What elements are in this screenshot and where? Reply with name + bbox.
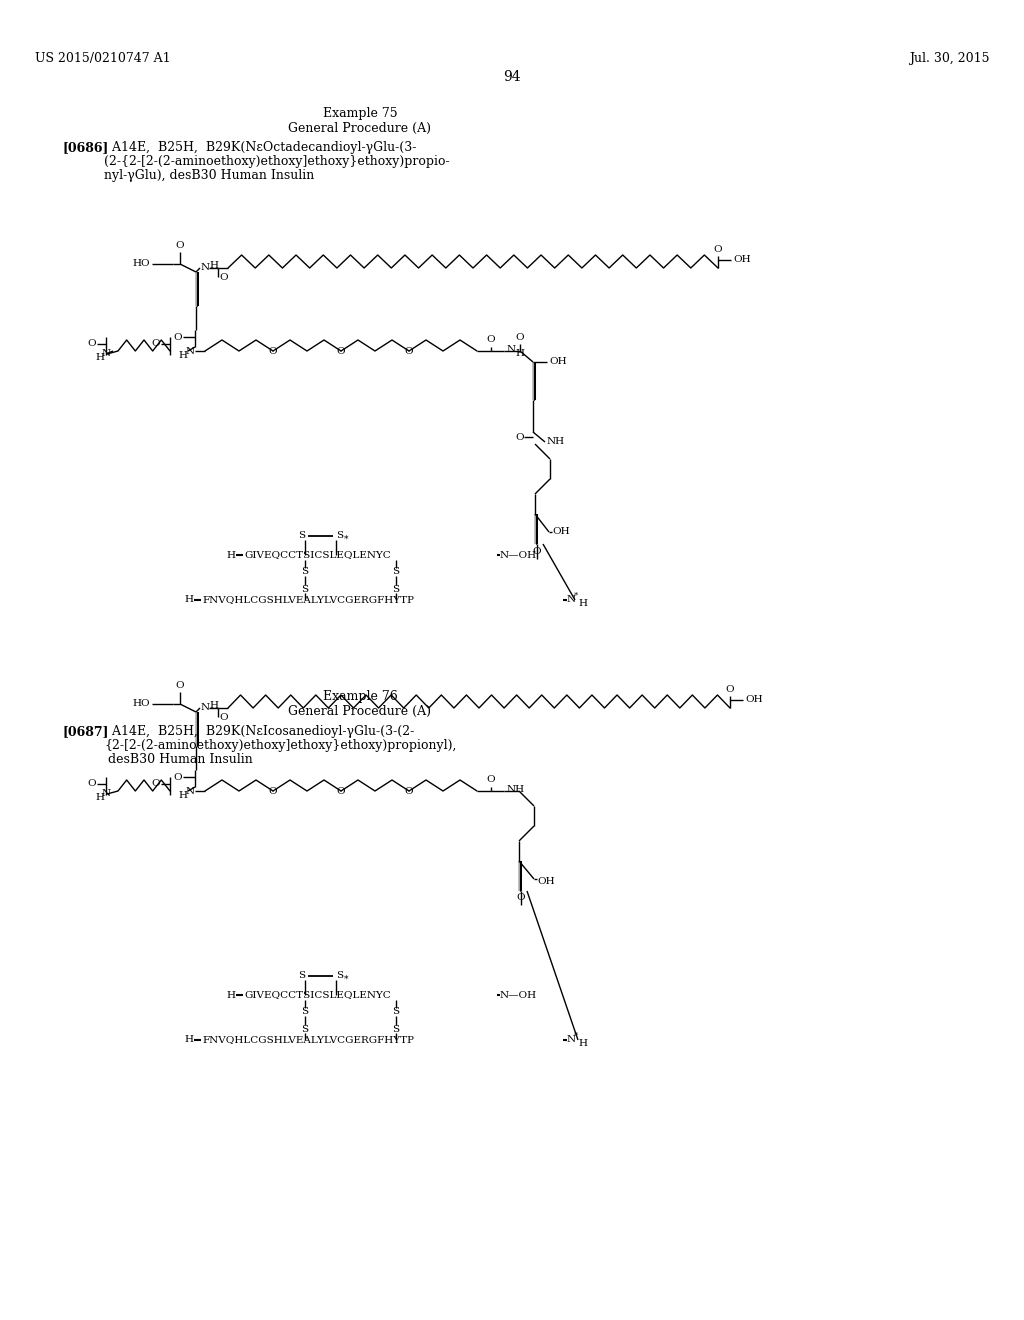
Text: S: S: [392, 585, 399, 594]
Text: O: O: [173, 772, 182, 781]
Text: O: O: [486, 776, 496, 784]
Text: OH: OH: [733, 256, 751, 264]
Text: H: H: [578, 1039, 587, 1048]
Text: O: O: [726, 685, 734, 693]
Text: S: S: [336, 532, 343, 540]
Text: N: N: [101, 350, 111, 359]
Text: HO: HO: [132, 260, 150, 268]
Text: NH: NH: [547, 437, 565, 446]
Text: OH: OH: [549, 356, 566, 366]
Text: FNVQHLCGSHLVEALYLVCGERGFHYTP: FNVQHLCGSHLVEALYLVCGERGFHYTP: [202, 595, 414, 605]
Text: N—OH: N—OH: [500, 550, 538, 560]
Text: S: S: [301, 1007, 308, 1016]
Text: O: O: [87, 339, 96, 348]
Text: O: O: [152, 780, 160, 788]
Text: O: O: [404, 787, 414, 796]
Text: General Procedure (A): General Procedure (A): [289, 121, 431, 135]
Text: *: *: [574, 591, 579, 601]
Text: O: O: [337, 787, 345, 796]
Text: N: N: [185, 346, 195, 355]
Text: Example 76: Example 76: [323, 690, 397, 704]
Text: O: O: [173, 333, 182, 342]
Text: S: S: [301, 568, 308, 577]
Text: (2-{2-[2-(2-aminoethoxy)ethoxy]ethoxy}ethoxy)propio-: (2-{2-[2-(2-aminoethoxy)ethoxy]ethoxy}et…: [104, 154, 450, 168]
Text: *: *: [344, 974, 348, 983]
Text: O: O: [516, 334, 524, 342]
Text: [0686]: [0686]: [63, 141, 110, 154]
Text: N: N: [567, 1035, 577, 1044]
Text: S: S: [301, 1024, 308, 1034]
Text: S: S: [336, 972, 343, 981]
Text: N: N: [567, 595, 577, 605]
Text: FNVQHLCGSHLVEALYLVCGERGFHYTP: FNVQHLCGSHLVEALYLVCGERGFHYTP: [202, 1035, 414, 1044]
Text: H: H: [226, 990, 234, 999]
Text: O: O: [87, 780, 96, 788]
Text: *: *: [344, 535, 348, 544]
Text: H: H: [178, 791, 187, 800]
Text: S: S: [392, 568, 399, 577]
Text: US 2015/0210747 A1: US 2015/0210747 A1: [35, 51, 171, 65]
Text: N: N: [201, 704, 210, 713]
Text: S: S: [392, 1024, 399, 1034]
Text: nyl-γGlu), desB30 Human Insulin: nyl-γGlu), desB30 Human Insulin: [104, 169, 314, 182]
Text: H: H: [178, 351, 187, 359]
Text: O: O: [337, 346, 345, 355]
Text: O: O: [268, 787, 278, 796]
Text: A14E,  B25H,  B29K(NεIcosanedioyl-γGlu-(3-(2-: A14E, B25H, B29K(NεIcosanedioyl-γGlu-(3-…: [104, 725, 415, 738]
Text: N—OH: N—OH: [500, 990, 538, 999]
Text: {2-[2-(2-aminoethoxy)ethoxy]ethoxy}ethoxy)propionyl),: {2-[2-(2-aminoethoxy)ethoxy]ethoxy}ethox…: [104, 739, 457, 752]
Text: HO: HO: [132, 700, 150, 709]
Text: *: *: [574, 1032, 579, 1040]
Text: O: O: [176, 681, 184, 690]
Text: O: O: [220, 713, 228, 722]
Text: H: H: [95, 354, 104, 363]
Text: O: O: [714, 244, 722, 253]
Text: O: O: [268, 346, 278, 355]
Text: O: O: [486, 335, 496, 345]
Text: N: N: [507, 346, 516, 355]
Text: H: H: [184, 1035, 193, 1044]
Text: O: O: [176, 242, 184, 251]
Text: O: O: [515, 433, 524, 441]
Text: [0687]: [0687]: [63, 725, 110, 738]
Text: OH: OH: [745, 696, 763, 705]
Text: A14E,  B25H,  B29K(NεOctadecandioyl-γGlu-(3-: A14E, B25H, B29K(NεOctadecandioyl-γGlu-(…: [104, 141, 417, 154]
Text: NH: NH: [507, 785, 525, 795]
Text: H: H: [226, 550, 234, 560]
Text: O: O: [517, 894, 525, 903]
Text: GIVEQCCTSICSLEQLENYC: GIVEQCCTSICSLEQLENYC: [244, 990, 391, 999]
Text: S: S: [298, 532, 305, 540]
Text: H: H: [95, 793, 104, 803]
Text: OH: OH: [537, 876, 555, 886]
Text: N: N: [185, 787, 195, 796]
Text: H: H: [515, 350, 524, 359]
Text: O: O: [404, 346, 414, 355]
Text: N: N: [101, 789, 111, 799]
Text: S: S: [301, 585, 308, 594]
Text: 94: 94: [503, 70, 521, 84]
Text: H: H: [184, 595, 193, 605]
Text: O: O: [220, 272, 228, 281]
Text: desB30 Human Insulin: desB30 Human Insulin: [104, 752, 253, 766]
Text: O: O: [532, 548, 542, 557]
Text: H: H: [209, 261, 218, 271]
Text: H: H: [578, 598, 587, 607]
Text: H: H: [209, 701, 218, 710]
Text: GIVEQCCTSICSLEQLENYC: GIVEQCCTSICSLEQLENYC: [244, 550, 391, 560]
Text: N: N: [201, 264, 210, 272]
Text: O: O: [152, 339, 160, 348]
Text: OH: OH: [552, 528, 569, 536]
Text: S: S: [298, 972, 305, 981]
Text: Example 75: Example 75: [323, 107, 397, 120]
Text: Jul. 30, 2015: Jul. 30, 2015: [909, 51, 990, 65]
Text: S: S: [392, 1007, 399, 1016]
Text: General Procedure (A): General Procedure (A): [289, 705, 431, 718]
